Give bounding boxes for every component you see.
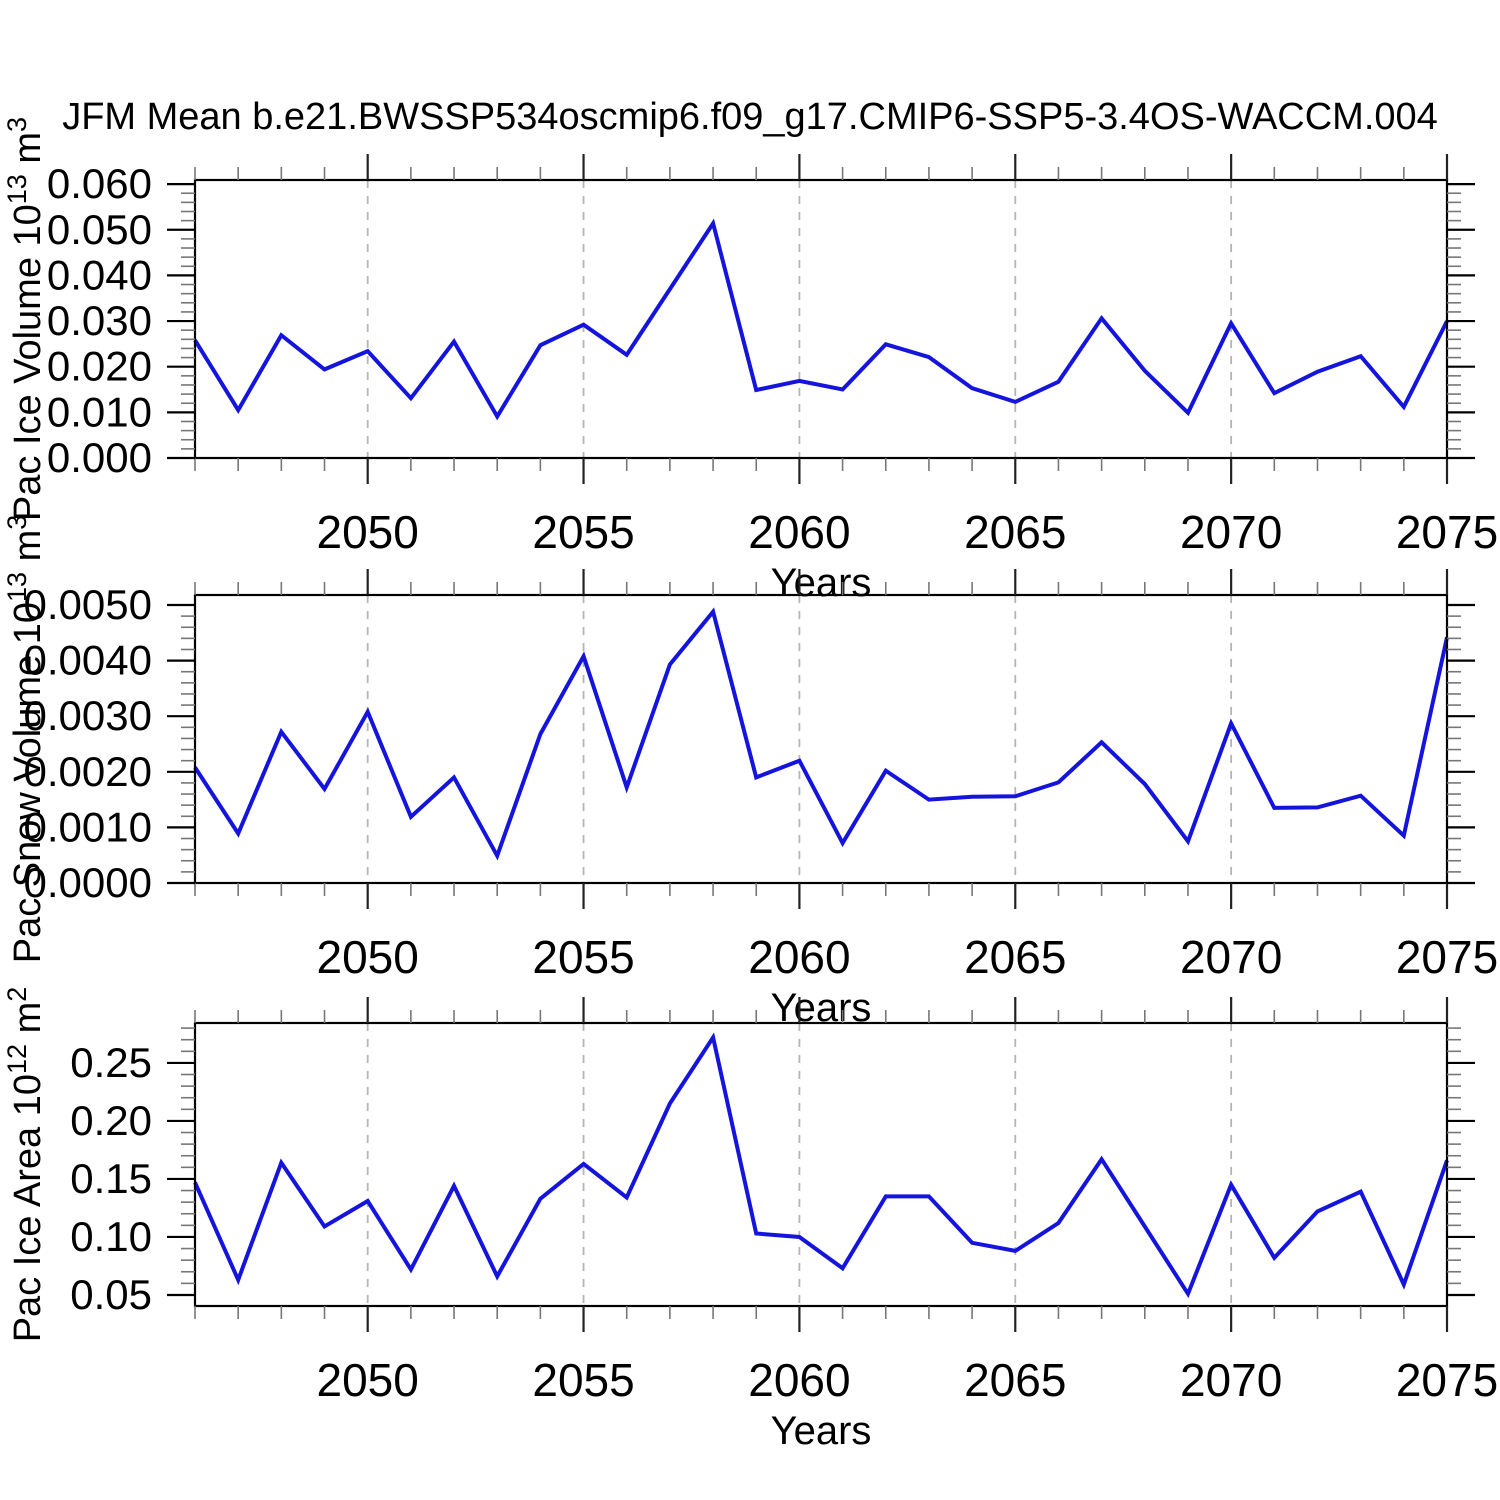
y-tick-label: 0.20	[70, 1097, 152, 1144]
y-tick-label: 0.25	[70, 1039, 152, 1086]
x-tick-label: 2070	[1180, 506, 1282, 558]
x-tick-label: 2070	[1180, 931, 1282, 983]
y-tick-label: 0.10	[70, 1213, 152, 1260]
y-tick-label: 0.010	[47, 388, 152, 435]
axis-box	[193, 593, 1449, 885]
x-tick-label: 2055	[532, 1354, 634, 1406]
y-minor-ticks	[181, 192, 1461, 450]
x-tick-label: 2050	[317, 931, 419, 983]
x-tick-label: 2060	[748, 506, 850, 558]
x-tick-label: 2055	[532, 931, 634, 983]
y-tick-label: 0.030	[47, 297, 152, 344]
x-tick-label: 2050	[317, 506, 419, 558]
axis-box	[193, 1021, 1449, 1308]
x-tick-label: 2055	[532, 506, 634, 558]
x-minor-ticks	[194, 1010, 1405, 1319]
x-minor-ticks	[194, 582, 1405, 896]
x-axis-title: Years	[771, 1409, 872, 1453]
y-tick-label: 0.05	[70, 1271, 152, 1318]
y-minor-ticks	[181, 1027, 1461, 1285]
y-axis-title: Pac Snow Volume 1013 m3	[2, 515, 49, 964]
x-tick-label: 2070	[1180, 1354, 1282, 1406]
x-tick-label: 2065	[964, 1354, 1066, 1406]
x-major-ticks: 2050 2055 2060 2065 2070 2075	[317, 154, 1498, 558]
y-tick-label: 0.0020	[24, 748, 152, 795]
y-major-ticks: 0.0000 0.0010 0.0020 0.0030 0.0040 0.0050	[24, 581, 1475, 906]
data-line-panel-1	[193, 218, 1449, 421]
x-major-ticks: 2050 2055 2060 2065 2070 2075	[317, 997, 1498, 1406]
y-axis-title: Pac Ice Area 1012 m2	[2, 987, 49, 1343]
x-tick-label: 2075	[1396, 931, 1498, 983]
y-tick-label: 0.050	[47, 206, 152, 253]
x-major-ticks: 2050 2055 2060 2065 2070 2075	[317, 569, 1498, 983]
x-minor-ticks	[194, 167, 1405, 471]
y-tick-label: 0.0040	[24, 637, 152, 684]
chart-title: JFM Mean b.e21.BWSSP534oscmip6.f09_g17.C…	[62, 96, 1438, 138]
x-tick-label: 2060	[748, 931, 850, 983]
x-tick-label: 2075	[1396, 1354, 1498, 1406]
y-tick-label: 0.0010	[24, 803, 152, 850]
axis-box	[193, 178, 1449, 460]
y-minor-ticks	[181, 615, 1461, 873]
y-tick-label: 0.0050	[24, 581, 152, 628]
y-tick-label: 0.0000	[24, 859, 152, 906]
x-tick-label: 2060	[748, 1354, 850, 1406]
x-tick-label: 2065	[964, 506, 1066, 558]
panel-2: 2050 2055 2060 2065 2070 20750.00000.00100.00…	[2, 515, 1498, 1030]
y-major-ticks: 0.05 0.10 0.15 0.20 0.25	[70, 1039, 1475, 1318]
panel-3: 2050 2055 2060 2065 2070 2075 0.05 0.10 0.15 0.20…	[2, 987, 1498, 1453]
x-axis-title: Years	[771, 561, 872, 605]
y-tick-label: 0.020	[47, 343, 152, 390]
data-line-panel-2	[193, 607, 1449, 861]
panel-1: 2050 2055 2060 2065 2070 20750.0000.0100.0200…	[2, 117, 1498, 605]
x-tick-label: 2065	[964, 931, 1066, 983]
x-tick-label: 2075	[1396, 506, 1498, 558]
data-line-panel-3	[193, 1032, 1449, 1299]
y-tick-label: 0.15	[70, 1155, 152, 1202]
y-tick-label: 0.060	[47, 160, 152, 207]
x-tick-label: 2050	[317, 1354, 419, 1406]
y-tick-label: 0.040	[47, 251, 152, 298]
y-tick-label: 0.000	[47, 434, 152, 481]
y-tick-label: 0.0030	[24, 692, 152, 739]
y-axis-title: Pac Ice Volume 1013 m3	[2, 117, 49, 521]
